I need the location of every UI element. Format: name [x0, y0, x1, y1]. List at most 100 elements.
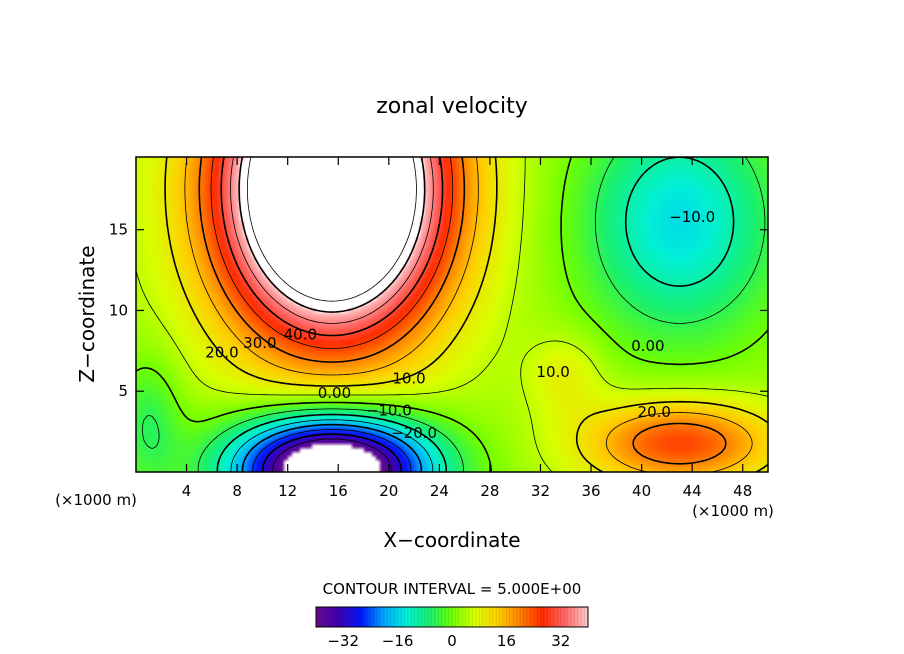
colorbar-tick-labels: −32 −16 0 16 32	[327, 632, 570, 650]
contour-label: 20.0	[205, 343, 238, 361]
colorbar-cell	[465, 607, 470, 627]
colorbar-cell	[543, 607, 548, 627]
colorbar-cell	[404, 607, 409, 627]
contour-line	[198, 157, 727, 465]
colorbar-cell	[373, 607, 378, 627]
colorbar-cell	[509, 607, 514, 627]
colorbar-cell	[526, 607, 531, 627]
colorbar-tick-label: −16	[382, 632, 414, 650]
colorbar-cell	[577, 607, 582, 627]
colorbar-tick-label: 32	[551, 632, 570, 650]
contour-line	[136, 157, 768, 472]
x-tick-label: 20	[379, 482, 398, 500]
colorbar-cell	[574, 607, 579, 627]
contour-line	[272, 438, 392, 472]
x-tick-label: 48	[733, 482, 752, 500]
colorbar-cell	[469, 607, 473, 627]
colorbar-cell	[513, 607, 517, 627]
colorbar-cell	[516, 607, 521, 627]
colorbar-cell	[571, 607, 575, 627]
colorbar-cell	[445, 607, 449, 627]
colorbar-cell	[455, 607, 460, 627]
colorbar-cell	[448, 607, 453, 627]
colorbar: −32 −16 0 16 32	[315, 606, 589, 650]
y-tick-label: 5	[118, 382, 128, 400]
colorbar-cell	[418, 607, 422, 627]
colorbar-cell	[377, 607, 381, 627]
colorbar-cell	[329, 607, 334, 627]
x-tick-label: 36	[581, 482, 600, 500]
colorbar-cell	[367, 607, 371, 627]
contour-label: 30.0	[243, 334, 276, 352]
colorbar-cell	[560, 607, 565, 627]
chart-title: zonal velocity	[376, 94, 528, 119]
contour-label: 40.0	[284, 326, 317, 344]
x-tick-label: 40	[632, 482, 651, 500]
colorbar-cell	[380, 607, 385, 627]
contour-line	[210, 157, 454, 349]
y-tick-label: 15	[109, 221, 128, 239]
y-axis-label: Z−coordinate	[75, 245, 99, 382]
colorbar-tick-label: 0	[447, 632, 457, 650]
contour-line	[220, 157, 444, 337]
contour-line	[164, 157, 768, 472]
colorbar-cell	[319, 607, 324, 627]
colorbar-cell	[339, 607, 344, 627]
colorbar-cell	[438, 607, 443, 627]
colorbar-cell	[581, 607, 585, 627]
colorbar-frame	[315, 606, 589, 628]
colorbar-cell	[482, 607, 487, 627]
colorbar-cell	[435, 607, 439, 627]
colorbar-cell	[397, 607, 402, 627]
colorbar-cell	[486, 607, 490, 627]
contour-interval-text: CONTOUR INTERVAL = 5.000E+00	[323, 580, 582, 598]
colorbar-cell	[479, 607, 483, 627]
colorbar-cell	[401, 607, 405, 627]
colorbar-cells	[316, 607, 589, 627]
colorbar-cell	[492, 607, 497, 627]
colorbar-cell	[458, 607, 463, 627]
contour-labels: 40.0 30.0 20.0 10.0 0.00 −10.0 −20.0 10.0 20.0 0.…	[205, 208, 715, 442]
colorbar-tick-label: 16	[497, 632, 516, 650]
contour-line	[238, 157, 426, 313]
contour-label: 0.00	[631, 337, 664, 355]
colorbar-cell	[489, 607, 494, 627]
colorbar-cell	[557, 607, 562, 627]
x-tick-label: 44	[683, 482, 702, 500]
colorbar-cell	[360, 607, 364, 627]
colorbar-cell	[350, 607, 354, 627]
contour-label: 10.0	[536, 363, 569, 381]
contour-line	[216, 157, 735, 472]
x-axis-label: X−coordinate	[383, 528, 520, 552]
colorbar-cell	[316, 607, 320, 627]
colorbar-cell	[550, 607, 555, 627]
colorbar-cell	[424, 607, 429, 627]
colorbar-cell	[452, 607, 456, 627]
colorbar-cell	[441, 607, 446, 627]
colorbar-cell	[496, 607, 500, 627]
contour-label: −10.0	[669, 208, 715, 226]
x-tick-label: 4	[182, 482, 192, 500]
colorbar-cell	[370, 607, 375, 627]
contour-lines	[136, 157, 768, 472]
colorbar-cell	[346, 607, 351, 627]
colorbar-cell	[428, 607, 432, 627]
colorbar-cell	[523, 607, 528, 627]
x-unit-label-left: (×1000 m)	[55, 491, 137, 509]
y-axis-ticks: 5 10 15	[109, 221, 768, 400]
contour-line	[247, 157, 417, 302]
colorbar-cell	[353, 607, 358, 627]
colorbar-cell	[564, 607, 568, 627]
contour-line	[252, 429, 412, 472]
colorbar-cell	[387, 607, 392, 627]
contour-line	[230, 157, 434, 324]
contour-label: 0.00	[318, 384, 351, 402]
contour-line	[230, 419, 434, 472]
colorbar-cell	[356, 607, 361, 627]
plot-area: 40.0 30.0 20.0 10.0 0.00 −10.0 −20.0 10.0 20.0 0.…	[135, 156, 769, 473]
colorbar-cell	[472, 607, 477, 627]
colorbar-cell	[537, 607, 541, 627]
contour-line	[142, 157, 766, 472]
colorbar-cell	[414, 607, 419, 627]
